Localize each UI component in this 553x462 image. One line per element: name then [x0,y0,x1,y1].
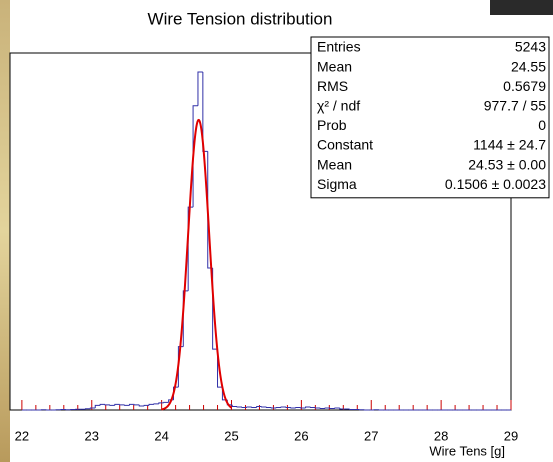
histogram-bin [143,404,150,406]
histogram-bin [319,407,326,409]
fit-curve [161,118,233,411]
histogram-bin [275,406,282,408]
x-tick-label: 24 [154,428,168,443]
stats-value: 5243 [515,39,546,55]
stats-label: Constant [317,137,373,153]
histogram-bin [138,404,145,407]
histogram-bin [89,407,96,409]
histogram-bin [133,404,140,406]
histogram-bin [217,349,223,388]
histogram-bin [265,406,272,408]
stats-value: 0 [538,117,546,133]
histogram-bin [148,403,154,406]
histogram-bin [192,105,198,208]
background-corner [490,0,553,15]
histogram-bin [246,406,252,408]
histogram-bin [251,406,257,408]
histogram-bin [109,404,115,406]
x-tick-label: 29 [504,428,518,443]
histogram-bin [187,206,194,291]
histogram-bin [236,406,242,408]
stats-label: Mean [317,58,352,74]
histogram-bin [84,408,91,410]
histogram-bin [324,407,331,409]
stats-value: 1144 ± 24.7 [473,137,546,153]
histogram-bin [261,406,267,408]
histogram-bin [124,404,130,406]
histogram-bin [280,406,287,408]
x-tick-label: 22 [15,428,29,443]
histogram-bin [104,404,110,406]
background-strip [0,0,10,462]
histogram-bin [119,404,125,406]
histogram-bin [241,406,247,408]
histogram-bin [128,403,135,406]
histogram-bin [305,406,311,408]
histogram-bin [290,407,296,409]
histogram-bin [153,403,159,405]
x-tick-label: 27 [364,428,378,443]
histogram-bin [256,405,262,408]
histogram-bin [300,407,306,409]
histogram-bin [197,71,203,106]
stats-label: RMS [317,78,348,94]
histogram-bin [339,407,345,410]
histogram-bin [177,346,184,388]
x-tick-label: 26 [294,428,308,443]
histogram-bin [285,406,291,408]
stats-box [310,36,550,199]
histogram-bin [295,406,301,408]
stats-label: Sigma [317,176,357,192]
x-tick-label: 23 [85,428,99,443]
histogram-bin [270,407,277,409]
stats-label: Mean [317,156,352,172]
histogram-bin [314,407,321,409]
stats-label: Prob [317,117,347,133]
histogram-bin [163,401,169,403]
histogram-bin [94,404,101,408]
chart-title: Wire Tension distribution [148,9,333,28]
histogram-bin [309,406,316,408]
stats-value: 0.1506 ± 0.0023 [445,176,546,192]
histogram-bin [158,402,164,404]
stats-value: 0.5679 [503,78,546,94]
histogram-bin [114,403,120,406]
stats-value: 977.7 / 55 [484,98,546,114]
stats-value: 24.53 ± 0.00 [468,156,546,172]
histogram-bin [329,407,335,409]
histogram-bin [99,403,106,406]
histogram-bin [182,290,189,347]
stats-value: 24.55 [511,58,546,74]
x-tick-label: 28 [434,428,448,443]
stats-label: Entries [317,39,361,55]
x-axis-label: Wire Tens [g] [429,443,505,458]
x-tick-label: 25 [224,428,238,443]
histogram-bin [231,404,238,407]
histogram-bin [349,408,355,410]
stats-label: χ² / ndf [317,98,360,114]
histogram-bin [334,407,340,409]
